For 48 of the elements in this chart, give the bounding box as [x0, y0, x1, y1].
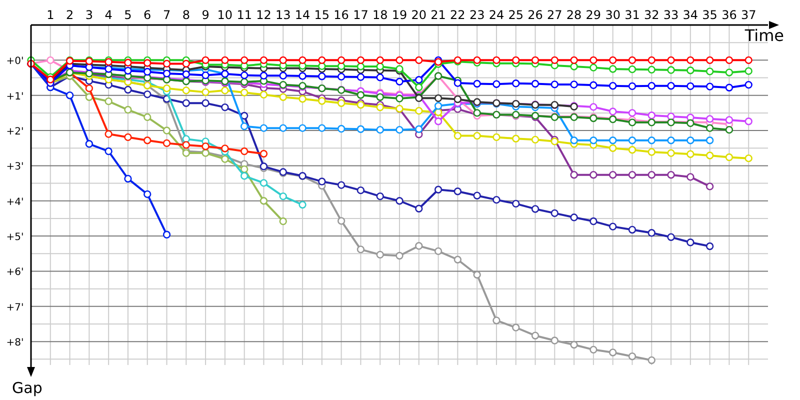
y-axis-title: Gap	[12, 379, 42, 397]
x-tick-label: 25	[508, 8, 524, 22]
x-tick-label: 17	[353, 8, 368, 22]
x-tick-label: 7	[162, 8, 171, 22]
x-tick-label: 2	[66, 8, 74, 22]
x-tick-label: 28	[566, 8, 582, 22]
x-tick-label: 6	[144, 8, 152, 22]
x-tick-label: 10	[217, 8, 233, 22]
x-tick-label: 11	[236, 8, 252, 22]
x-tick-label: 16	[334, 8, 349, 22]
x-tick-label: 37	[740, 8, 756, 22]
x-tick-label: 12	[256, 8, 272, 22]
x-tick-label: 27	[547, 8, 562, 22]
x-tick-label: 31	[624, 8, 640, 22]
x-tick-label: 8	[182, 8, 190, 22]
x-tick-label: 23	[469, 8, 485, 22]
x-tick-label: 9	[202, 8, 210, 22]
y-tick-label: +0'	[6, 56, 24, 68]
y-tick-label: +7'	[6, 302, 24, 314]
x-tick-label: 13	[275, 8, 291, 22]
x-tick-label: 19	[392, 8, 408, 22]
x-tick-label: 35	[702, 8, 718, 22]
x-tick-label: 29	[586, 8, 602, 22]
x-tick-label: 4	[104, 8, 112, 22]
x-tick-label: 5	[124, 8, 132, 22]
y-tick-label: +8'	[6, 338, 24, 349]
x-tick-label: 36	[722, 8, 737, 22]
x-tick-label: 15	[314, 8, 330, 22]
y-tick-label: +2'	[6, 126, 24, 138]
y-tick-label: +5'	[6, 232, 24, 244]
x-tick-label: 3	[85, 8, 94, 22]
y-tick-label: +3'	[6, 162, 24, 173]
x-tick-label: 1	[46, 8, 54, 22]
x-tick-label: 22	[450, 8, 466, 22]
y-tick-label: +1'	[6, 91, 24, 102]
x-tick-label: 30	[605, 8, 620, 22]
x-tick-label: 24	[488, 8, 504, 22]
x-tick-label: 20	[411, 8, 427, 22]
x-tick-label: 34	[682, 8, 698, 22]
x-tick-label: 14	[294, 8, 310, 22]
x-tick-label: 32	[644, 8, 660, 22]
x-axis-title: Time	[744, 26, 784, 45]
x-tick-label: 26	[528, 8, 543, 22]
x-tick-label: 18	[372, 8, 388, 22]
y-tick-label: +6'	[6, 267, 24, 278]
x-tick-label: 21	[430, 8, 446, 22]
x-tick-label: 33	[663, 8, 679, 22]
y-tick-label: +4'	[6, 196, 24, 208]
